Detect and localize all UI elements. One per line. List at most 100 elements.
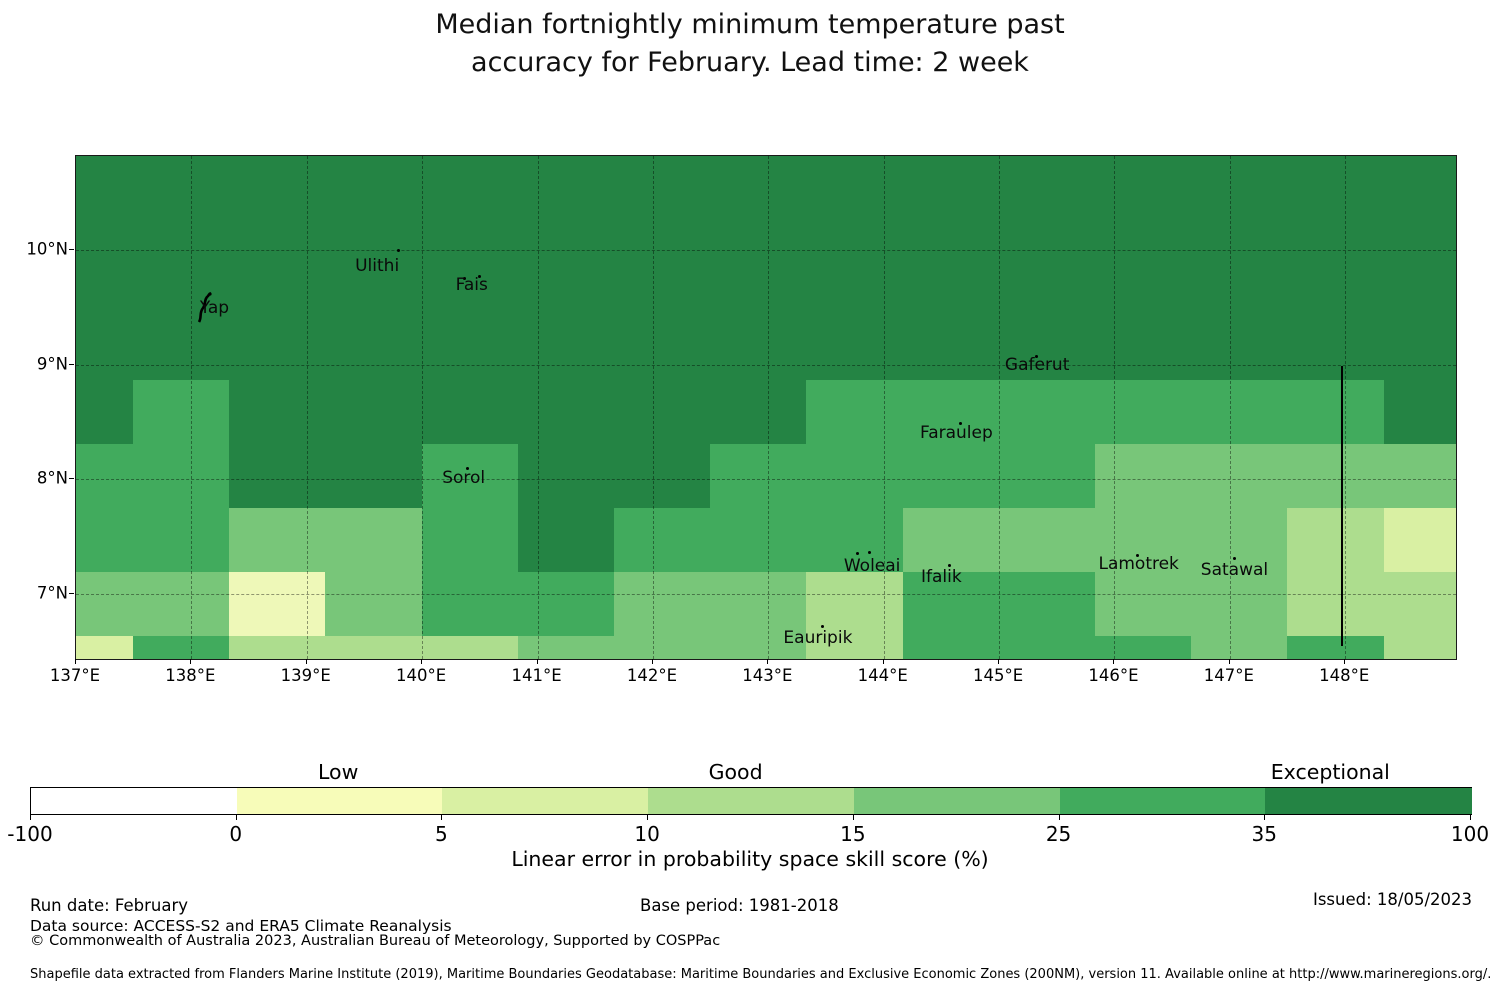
map-cell — [710, 572, 807, 637]
x-axis-tick — [536, 659, 538, 664]
colorbar-tick-label: -100 — [7, 822, 53, 846]
y-axis-tick — [69, 478, 74, 480]
colorbar-tick-label: 35 — [1251, 822, 1278, 846]
map-cell — [229, 156, 326, 381]
x-axis-tick — [1344, 659, 1346, 664]
x-axis-tick-label: 141°E — [511, 666, 562, 685]
island-mark — [867, 551, 871, 555]
map-cell — [1383, 380, 1456, 445]
colorbar-tick-label: 0 — [229, 822, 243, 846]
map-cell — [806, 380, 904, 445]
footer-run-date: Run date: February — [30, 896, 189, 915]
map-cell — [229, 572, 326, 637]
x-axis-tick — [305, 659, 307, 664]
footer-copyright: © Commonwealth of Australia 2023, Austra… — [30, 933, 721, 949]
x-axis-tick-label: 138°E — [165, 666, 216, 685]
map-cell — [614, 572, 711, 637]
map-cell — [902, 636, 1000, 659]
map-gridline-vertical — [883, 156, 885, 659]
island-label: Fais — [455, 275, 488, 296]
colorbar-axis-label: Linear error in probability space skill … — [511, 847, 989, 871]
map-cell — [517, 508, 615, 573]
x-axis-tick — [882, 659, 884, 664]
map-cell — [998, 380, 1096, 445]
colorbar — [30, 787, 1473, 815]
map-cell — [902, 156, 1000, 381]
island-label: Eauripik — [783, 628, 853, 649]
chart-title: Median fortnightly minimum temperature p… — [0, 6, 1500, 82]
map-cell — [133, 572, 230, 637]
map-gridline-vertical — [1345, 156, 1347, 659]
map-cell — [76, 636, 134, 659]
island-mark — [1233, 557, 1237, 561]
map-cell — [1094, 636, 1192, 659]
map-cell — [1287, 444, 1385, 509]
x-axis-tick — [767, 659, 769, 664]
x-axis-tick — [190, 659, 192, 664]
x-axis-tick-label: 145°E — [972, 666, 1024, 685]
map-gridline-horizontal — [76, 249, 1456, 251]
chart-title-line1: Median fortnightly minimum temperature p… — [435, 9, 1065, 40]
map-cell — [1287, 508, 1385, 573]
map-cell — [133, 380, 230, 445]
island-label: Gaferut — [1004, 354, 1070, 375]
map-gridline-vertical — [191, 156, 193, 659]
island-mark — [477, 275, 481, 279]
map-cell — [421, 508, 519, 573]
map-cell — [76, 508, 134, 573]
footer-data-source: Data source: ACCESS-S2 and ERA5 Climate … — [30, 917, 452, 935]
map-cell — [710, 156, 807, 381]
map-gridline-horizontal — [76, 479, 1456, 481]
colorbar-segment — [442, 788, 650, 814]
map-cell — [325, 572, 423, 637]
map-cell — [806, 156, 904, 381]
colorbar-tick — [852, 815, 854, 820]
map-cell — [1094, 156, 1192, 381]
map-cell — [902, 508, 1000, 573]
map-gridline-vertical — [306, 156, 308, 659]
island-mark — [856, 552, 859, 556]
map-cell — [1287, 636, 1385, 659]
colorbar-tick-label: 25 — [1045, 822, 1072, 846]
map-cell — [1094, 444, 1192, 509]
map-gridline-vertical — [537, 156, 539, 659]
island-label: Satawal — [1200, 559, 1269, 580]
map-cell — [325, 444, 423, 509]
map-cell — [998, 444, 1096, 509]
footer-shapefile-note: Shapefile data extracted from Flanders M… — [30, 967, 1492, 982]
map-cell — [517, 156, 615, 381]
map-cell — [517, 636, 615, 659]
map-cell — [1191, 156, 1289, 381]
map-cell — [517, 572, 615, 637]
x-axis-tick-label: 142°E — [626, 666, 678, 685]
island-label: Ifalik — [921, 566, 962, 587]
island-label: Lamotrek — [1098, 553, 1179, 574]
map-cell — [710, 444, 807, 509]
x-axis-tick-label: 139°E — [280, 666, 331, 685]
map-cell — [76, 156, 134, 381]
map-cell — [998, 156, 1096, 381]
map-cell — [998, 508, 1096, 573]
y-axis-tick — [69, 592, 74, 594]
x-axis-tick-label: 144°E — [857, 666, 908, 685]
island-mark — [821, 624, 825, 628]
x-axis-tick-label: 148°E — [1319, 666, 1370, 685]
x-axis-tick — [1113, 659, 1115, 664]
y-axis-tick — [69, 363, 74, 365]
map-cell — [229, 636, 326, 659]
island-label: Ulithi — [355, 255, 400, 276]
island-mark — [958, 421, 962, 425]
colorbar-tick — [1264, 815, 1266, 820]
map-cell — [1287, 156, 1385, 381]
map-cell — [710, 636, 807, 659]
map-cell — [133, 636, 230, 659]
map-cell — [76, 572, 134, 637]
map-cell — [1191, 444, 1289, 509]
map-cell — [76, 380, 134, 445]
map-cell — [325, 508, 423, 573]
map-gridline-vertical — [652, 156, 654, 659]
map-cell — [1191, 636, 1289, 659]
colorbar-tick — [1058, 815, 1060, 820]
map-cell — [229, 508, 326, 573]
